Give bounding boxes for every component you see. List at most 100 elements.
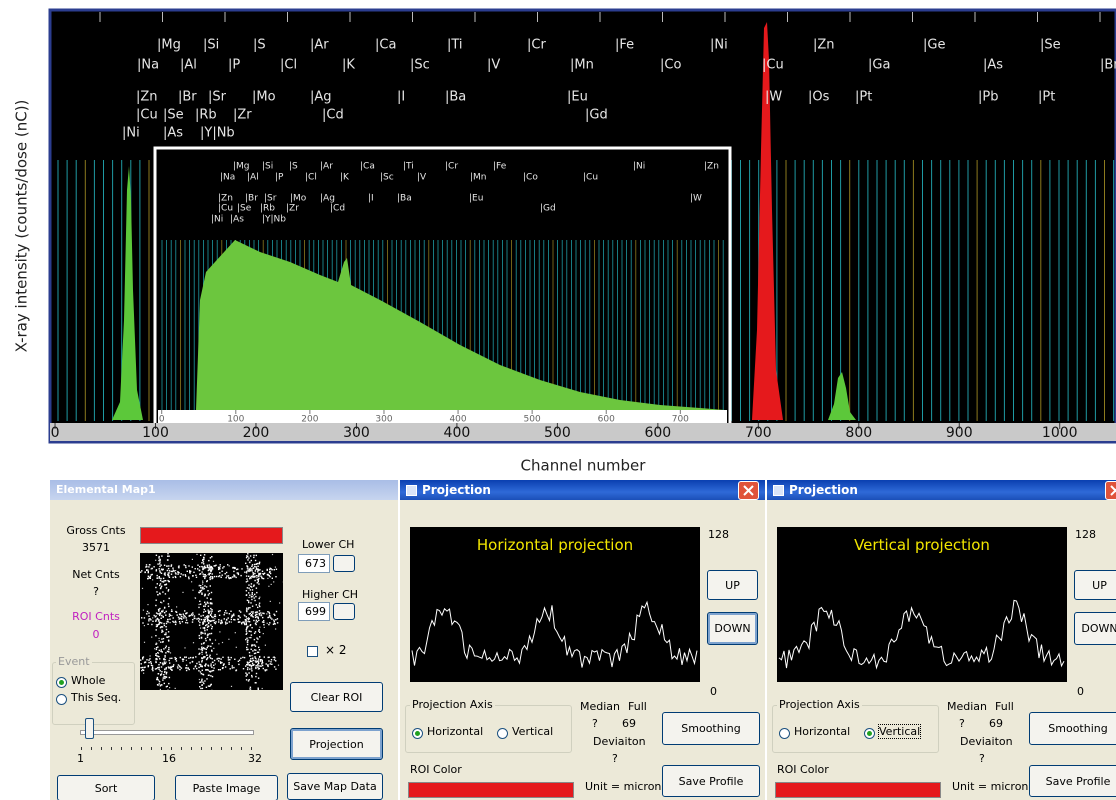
- inset-element-label: |Ar: [320, 162, 333, 172]
- map-pixel: [164, 662, 165, 663]
- map-pixel: [203, 588, 204, 589]
- map-pixel: [258, 658, 259, 659]
- radio-label[interactable]: This Seq.: [71, 691, 121, 704]
- map-pixel: [247, 600, 248, 601]
- axis-max: 128: [1075, 528, 1096, 541]
- button[interactable]: UP: [1074, 570, 1116, 600]
- radio-button[interactable]: [56, 694, 67, 705]
- map-pixel: [241, 568, 242, 569]
- button[interactable]: Smoothing: [1029, 712, 1116, 745]
- radio-button[interactable]: [56, 677, 67, 688]
- map-pixel: [146, 564, 147, 565]
- map-pixel: [257, 621, 258, 622]
- map-pixel: [142, 658, 143, 659]
- map-pixel: [271, 659, 272, 660]
- button[interactable]: Save Map Data: [287, 773, 383, 800]
- spin-button[interactable]: [333, 555, 355, 572]
- map-pixel: [163, 581, 164, 582]
- close-button[interactable]: [1105, 481, 1116, 500]
- element-label: |Mg: [157, 38, 181, 53]
- map-pixel: [246, 572, 247, 573]
- slider-thumb[interactable]: [85, 718, 94, 739]
- map-pixel: [247, 626, 248, 627]
- button[interactable]: Save Profile: [662, 765, 760, 797]
- close-button[interactable]: [738, 481, 759, 500]
- checkbox[interactable]: [307, 646, 318, 657]
- map-pixel: [203, 557, 204, 558]
- map-pixel: [202, 560, 203, 561]
- slider-tick: [151, 747, 152, 750]
- map-pixel: [247, 674, 248, 675]
- map-pixel: [158, 610, 159, 611]
- map-pixel: [235, 577, 236, 578]
- map-pixel: [199, 638, 200, 639]
- map-pixel: [253, 555, 254, 556]
- button[interactable]: Paste Image: [175, 775, 278, 800]
- map-pixel: [227, 564, 228, 565]
- button[interactable]: Save Profile: [1029, 765, 1116, 797]
- map-pixel: [252, 570, 253, 571]
- checkbox-label[interactable]: × 2: [325, 643, 347, 657]
- map-pixel: [207, 669, 208, 670]
- button[interactable]: DOWN: [1074, 612, 1116, 645]
- map-pixel: [246, 622, 247, 623]
- map-pixel: [148, 620, 149, 621]
- inset-element-label: |P: [275, 173, 284, 183]
- map-pixel: [185, 576, 186, 577]
- button[interactable]: Projection: [290, 728, 383, 760]
- slider-track: [80, 730, 254, 735]
- map-pixel: [195, 568, 196, 569]
- map-pixel: [232, 576, 233, 577]
- map-pixel: [209, 566, 210, 567]
- radio-label[interactable]: Vertical: [512, 725, 553, 738]
- radio-label[interactable]: Horizontal: [794, 725, 850, 738]
- map-pixel: [257, 563, 258, 564]
- label: Median: [947, 700, 987, 713]
- map-pixel: [255, 650, 256, 651]
- button[interactable]: UP: [707, 570, 758, 600]
- map-pixel: [172, 577, 173, 578]
- button[interactable]: DOWN: [707, 612, 758, 645]
- projection-window: ProjectionHorizontal projection1280UPDOW…: [400, 480, 765, 800]
- radio-button[interactable]: [779, 728, 790, 739]
- map-pixel: [256, 577, 257, 578]
- radio-label[interactable]: Whole: [71, 674, 105, 687]
- map-pixel: [209, 633, 210, 634]
- map-pixel: [220, 669, 221, 670]
- radio-button[interactable]: [864, 728, 875, 739]
- button[interactable]: Sort: [57, 775, 155, 800]
- map-pixel: [273, 581, 274, 582]
- radio-label[interactable]: Horizontal: [427, 725, 483, 738]
- map-pixel: [245, 621, 246, 622]
- spin-button[interactable]: [333, 603, 355, 620]
- map-pixel: [166, 677, 167, 678]
- input-field[interactable]: 699: [298, 602, 330, 621]
- map-pixel: [273, 620, 274, 621]
- map-pixel: [149, 564, 150, 565]
- button[interactable]: Clear ROI: [290, 682, 383, 712]
- map-pixel: [228, 659, 229, 660]
- map-pixel: [275, 619, 276, 620]
- radio-button[interactable]: [497, 728, 508, 739]
- map-pixel: [169, 598, 170, 599]
- map-pixel: [163, 677, 164, 678]
- elemental-map-window: Elemental Map1Gross Cnts3571Net Cnts?ROI…: [50, 480, 398, 800]
- button[interactable]: Smoothing: [662, 712, 760, 745]
- radio-button[interactable]: [412, 728, 423, 739]
- map-pixel: [221, 577, 222, 578]
- radio-label[interactable]: Vertical: [879, 725, 920, 738]
- map-pixel: [181, 616, 182, 617]
- input-field[interactable]: 673: [298, 554, 330, 573]
- map-pixel: [256, 614, 257, 615]
- map-pixel: [268, 617, 269, 618]
- map-pixel: [193, 642, 194, 643]
- element-label: |W: [765, 90, 782, 105]
- map-pixel: [250, 589, 251, 590]
- map-pixel: [161, 555, 162, 556]
- map-pixel: [215, 663, 216, 664]
- map-pixel: [159, 650, 160, 651]
- map-pixel: [204, 680, 205, 681]
- map-pixel: [207, 615, 208, 616]
- map-pixel: [259, 597, 260, 598]
- map-pixel: [169, 687, 170, 688]
